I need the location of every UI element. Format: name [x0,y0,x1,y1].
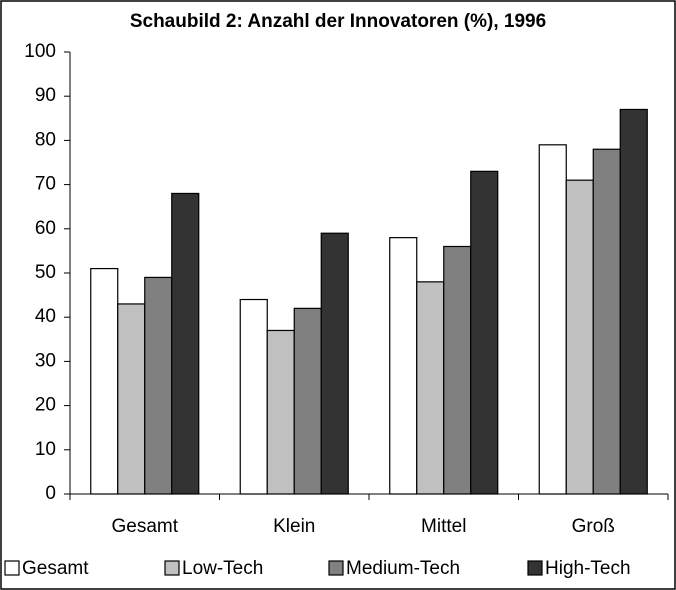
bar [320,232,349,495]
y-tick-label: 80 [35,129,56,150]
y-tick-label: 100 [24,41,56,62]
x-tick-label: Mittel [421,516,466,537]
y-tick-label: 20 [35,395,56,416]
bar [470,170,499,495]
legend-label: Medium-Tech [346,558,460,579]
y-tick-label: 60 [35,218,56,239]
y-tick-label: 90 [35,85,56,106]
legend-swatch [328,560,344,576]
bar [117,303,146,495]
x-tick-label: Gesamt [111,516,178,537]
bar [443,245,472,495]
bar [90,267,119,495]
y-tick-label: 40 [35,306,56,327]
bar [293,307,322,495]
legend-swatch [527,560,543,576]
legend-label: Gesamt [22,558,89,579]
y-tick-label: 30 [35,350,56,371]
y-tick-label: 0 [45,483,56,504]
bar [389,237,418,495]
bar [538,144,567,495]
bar [592,148,621,495]
bar [266,329,295,495]
bar [144,276,173,495]
legend-swatch [164,560,180,576]
y-tick-label: 50 [35,262,56,283]
y-tick-label: 70 [35,174,56,195]
legend-label: Low-Tech [182,558,263,579]
bar [239,298,268,495]
legend-label: High-Tech [545,558,631,579]
legend-swatch [4,560,20,576]
x-tick-label: Klein [273,516,315,537]
bar [171,192,200,495]
x-tick-label: Groß [572,516,615,537]
y-tick-label: 10 [35,439,56,460]
bar [565,179,594,495]
chart-title: Schaubild 2: Anzahl der Innovatoren (%),… [130,11,546,32]
bar [416,281,445,495]
bar [619,108,648,495]
